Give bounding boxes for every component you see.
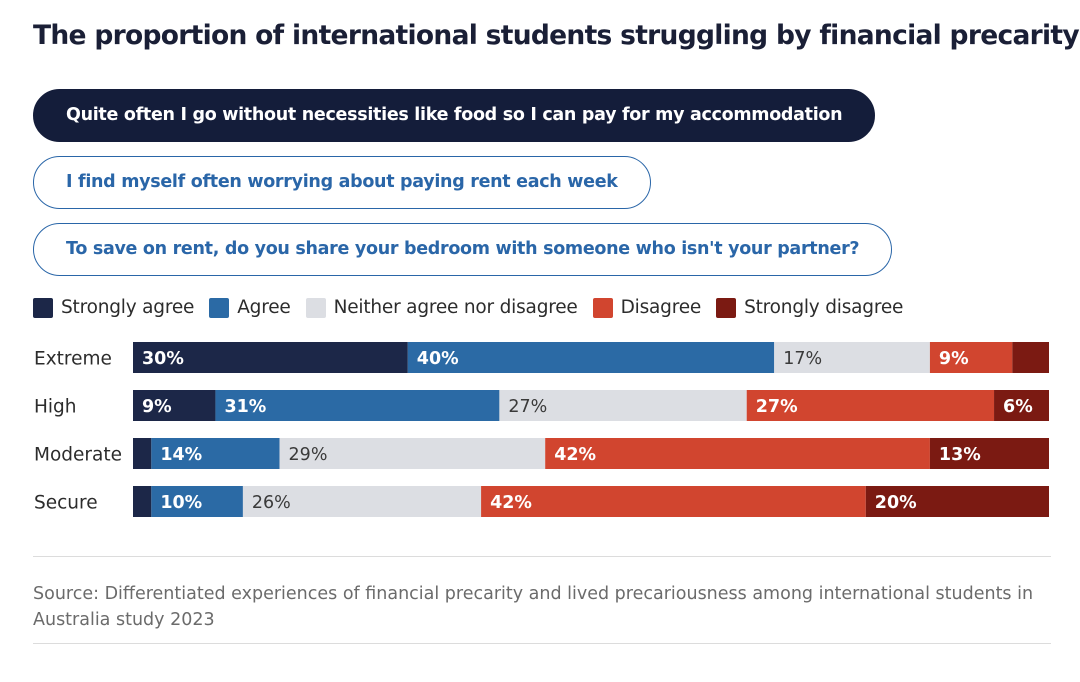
bar-segment-agree bbox=[151, 438, 280, 469]
legend-label: Agree bbox=[237, 297, 291, 318]
legend-swatch bbox=[592, 297, 613, 318]
data-label: 40% bbox=[417, 349, 459, 369]
chart-legend: Strongly agree Agree Neither agree nor d… bbox=[33, 297, 918, 318]
legend-label: Strongly disagree bbox=[744, 297, 904, 318]
bar-segment-neither-agree-nor-disagree bbox=[774, 342, 930, 373]
chart-title: The proportion of international students… bbox=[33, 20, 1080, 51]
data-label: 20% bbox=[875, 493, 917, 513]
tab-worrying-about-rent[interactable]: I find myself often worrying about payin… bbox=[33, 156, 651, 209]
category-label: Extreme bbox=[34, 349, 112, 370]
data-label: 42% bbox=[490, 493, 532, 513]
bar-segment-disagree bbox=[746, 390, 995, 421]
stacked-bar-chart: Extreme 30% 40% 17% 9% High 9% 31% 27% 27% 6% Moder… bbox=[34, 342, 1049, 517]
bar-segment-agree bbox=[151, 486, 243, 517]
data-label: 30% bbox=[142, 349, 184, 369]
bar-row-extreme: Extreme 30% 40% 17% 9% bbox=[34, 342, 1049, 373]
legend-label: Strongly agree bbox=[61, 297, 195, 318]
legend-label: Disagree bbox=[620, 297, 702, 318]
data-label: 26% bbox=[252, 493, 291, 513]
bar-segment-strongly-disagree bbox=[994, 390, 1049, 421]
bar-segment-strongly-disagree bbox=[1012, 342, 1049, 373]
bar-row-secure: Secure 10% 26% 42% 20% bbox=[34, 486, 1049, 517]
bar-segment-strongly-agree bbox=[133, 390, 216, 421]
tab-share-bedroom[interactable]: To save on rent, do you share your bedro… bbox=[33, 223, 893, 276]
legend-item-strongly-agree: Strongly agree bbox=[33, 297, 194, 318]
legend-item-strongly-disagree: Strongly disagree bbox=[716, 297, 903, 318]
legend-item-neither: Neither agree nor disagree bbox=[305, 297, 578, 318]
category-label: High bbox=[34, 397, 77, 418]
divider-bottom bbox=[33, 643, 1051, 644]
category-label: Moderate bbox=[34, 445, 122, 466]
bar-segment-disagree bbox=[545, 438, 930, 469]
bar-row-moderate: Moderate 14% 29% 42% 13% bbox=[34, 438, 1049, 469]
data-label: 13% bbox=[939, 445, 981, 465]
data-label: 29% bbox=[289, 445, 328, 465]
bar-segment-strongly-agree bbox=[133, 342, 408, 373]
data-label: 9% bbox=[939, 349, 969, 369]
legend-swatch bbox=[305, 297, 326, 318]
data-label: 17% bbox=[783, 349, 822, 369]
source-note: Source: Differentiated experiences of fi… bbox=[33, 584, 1034, 630]
bar-segment-strongly-agree bbox=[133, 486, 152, 517]
legend-label: Neither agree nor disagree bbox=[333, 297, 578, 318]
data-label: 14% bbox=[160, 445, 202, 465]
data-label: 9% bbox=[142, 397, 172, 417]
bar-segment-agree bbox=[215, 390, 500, 421]
bar-segment-neither-agree-nor-disagree bbox=[242, 486, 482, 517]
bar-segment-strongly-disagree bbox=[865, 486, 1049, 517]
legend-swatch bbox=[209, 297, 230, 318]
legend-swatch bbox=[716, 297, 737, 318]
legend-item-agree: Agree bbox=[209, 297, 291, 318]
data-label: 10% bbox=[160, 493, 202, 513]
category-label: Secure bbox=[34, 493, 98, 514]
bar-segment-strongly-disagree bbox=[929, 438, 1049, 469]
bar-segment-neither-agree-nor-disagree bbox=[499, 390, 747, 421]
legend-swatch bbox=[33, 297, 53, 318]
data-label: 42% bbox=[554, 445, 596, 465]
data-label: 27% bbox=[508, 397, 547, 417]
bar-segment-disagree bbox=[929, 342, 1013, 373]
legend-item-disagree: Disagree bbox=[592, 297, 702, 318]
data-label: 6% bbox=[1003, 397, 1033, 417]
bar-segment-disagree bbox=[481, 486, 866, 517]
bar-segment-strongly-agree bbox=[133, 438, 152, 469]
tab-go-without-necessities[interactable]: Quite often I go without necessities lik… bbox=[33, 89, 876, 142]
bar-segment-agree bbox=[407, 342, 775, 373]
bar-row-high: High 9% 31% 27% 27% 6% bbox=[34, 390, 1049, 421]
data-label: 27% bbox=[756, 397, 798, 417]
bar-segment-neither-agree-nor-disagree bbox=[279, 438, 546, 469]
divider-top bbox=[33, 556, 1051, 557]
data-label: 31% bbox=[224, 397, 266, 417]
